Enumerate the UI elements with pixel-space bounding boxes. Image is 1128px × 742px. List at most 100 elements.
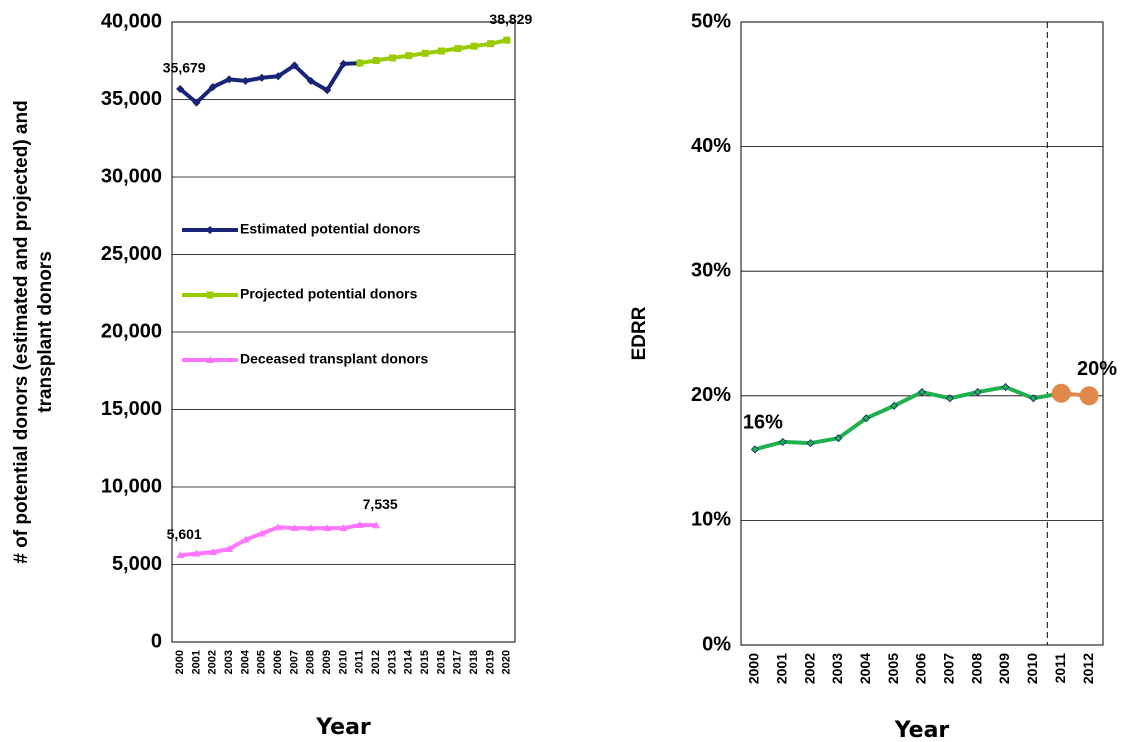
marker xyxy=(176,84,185,94)
x-tick-label: 2006 xyxy=(913,653,929,684)
marker xyxy=(973,387,982,397)
x-tick-label: 2000 xyxy=(174,650,186,674)
y-tick-label: 30,000 xyxy=(101,165,162,187)
y-tick-label: 35,000 xyxy=(101,88,162,110)
marker xyxy=(225,545,234,552)
x-tick-label: 2015 xyxy=(419,650,431,674)
y-tick-label: 20,000 xyxy=(101,320,162,342)
legend-label: Estimated potential donors xyxy=(240,221,421,237)
x-tick-label: 2002 xyxy=(801,653,817,684)
x-tick-label: 2010 xyxy=(337,650,349,674)
marker xyxy=(206,291,214,299)
marker xyxy=(241,76,250,85)
x-tick-label: 2011 xyxy=(354,650,366,674)
y-tick-label: 5,000 xyxy=(112,553,162,575)
marker xyxy=(917,387,927,397)
marker xyxy=(257,529,266,537)
plot-frame xyxy=(740,21,1104,646)
x-tick-label: 2019 xyxy=(484,650,496,674)
y-tick-label: 25,000 xyxy=(101,243,162,265)
y-axis-title: # of potential donors (estimated and pro… xyxy=(11,100,32,563)
x-tick-label: 2000 xyxy=(746,653,762,684)
data-label: 38,829 xyxy=(489,11,532,27)
marker xyxy=(290,524,299,532)
marker xyxy=(206,356,214,363)
marker xyxy=(306,76,315,85)
marker xyxy=(890,401,899,410)
marker xyxy=(405,52,413,60)
series-line xyxy=(754,385,1062,452)
marker xyxy=(389,54,396,62)
marker xyxy=(290,61,299,70)
x-tick-label: 2001 xyxy=(773,653,789,684)
marker xyxy=(945,394,954,403)
x-tick-label: 2009 xyxy=(321,650,333,674)
marker xyxy=(225,75,234,84)
x-tick-label: 2007 xyxy=(941,653,957,684)
x-axis-title: Year xyxy=(894,718,950,742)
plot-frame xyxy=(171,21,516,643)
marker xyxy=(1051,383,1071,403)
marker xyxy=(438,47,445,55)
data-label: 16% xyxy=(743,412,783,434)
marker xyxy=(862,414,871,423)
marker xyxy=(470,42,478,50)
marker xyxy=(372,521,381,529)
marker xyxy=(339,524,348,532)
marker xyxy=(208,83,217,92)
marker xyxy=(306,524,315,532)
x-tick-label: 2008 xyxy=(968,653,984,684)
x-tick-label: 2009 xyxy=(996,653,1012,684)
x-tick-label: 2012 xyxy=(370,650,382,674)
data-label: 20% xyxy=(1077,358,1117,380)
x-tick-label: 2004 xyxy=(239,649,251,674)
x-axis-title: Year xyxy=(315,715,371,740)
x-tick-label: 2008 xyxy=(305,650,317,674)
y-tick-label: 20% xyxy=(691,384,731,406)
x-tick-label: 2018 xyxy=(468,650,480,674)
y-tick-label: 15,000 xyxy=(101,398,162,420)
marker xyxy=(192,549,201,557)
legend-label: Projected potential donors xyxy=(240,286,418,302)
marker xyxy=(778,437,787,446)
x-tick-label: 2017 xyxy=(452,650,464,674)
marker xyxy=(339,59,348,68)
x-tick-label: 2003 xyxy=(829,653,845,684)
x-tick-label: 2005 xyxy=(256,650,268,674)
marker xyxy=(323,86,332,95)
legend-label: Deceased transplant donors xyxy=(240,351,428,367)
marker xyxy=(323,524,332,532)
marker xyxy=(257,73,266,82)
y-axis-title: EDRR xyxy=(629,306,650,360)
x-tick-label: 2010 xyxy=(1024,653,1040,684)
x-tick-label: 2011 xyxy=(1052,653,1068,684)
x-tick-label: 2013 xyxy=(386,650,398,674)
x-tick-label: 2001 xyxy=(190,650,202,674)
x-tick-label: 2020 xyxy=(501,650,513,674)
marker xyxy=(1029,394,1038,403)
y-tick-label: 30% xyxy=(691,259,731,281)
y-tick-label: 40,000 xyxy=(101,10,162,32)
y-tick-label: 50% xyxy=(691,10,731,32)
marker xyxy=(274,523,283,531)
y-axis-title: transplant donors xyxy=(35,251,56,413)
marker xyxy=(503,36,511,44)
marker xyxy=(1001,383,1010,392)
marker xyxy=(274,72,283,81)
marker xyxy=(241,535,250,543)
y-tick-label: 10,000 xyxy=(101,475,162,497)
marker xyxy=(176,551,185,559)
marker xyxy=(205,225,215,235)
marker xyxy=(487,40,494,48)
y-tick-label: 40% xyxy=(691,135,731,157)
marker xyxy=(454,45,462,53)
series-line xyxy=(359,38,508,66)
y-tick-label: 10% xyxy=(691,509,731,531)
y-tick-label: 0 xyxy=(151,630,162,652)
marker xyxy=(1079,386,1099,406)
y-tick-label: 0% xyxy=(702,633,731,655)
x-tick-label: 2012 xyxy=(1080,653,1096,684)
marker xyxy=(355,520,364,528)
x-tick-label: 2016 xyxy=(435,650,447,674)
